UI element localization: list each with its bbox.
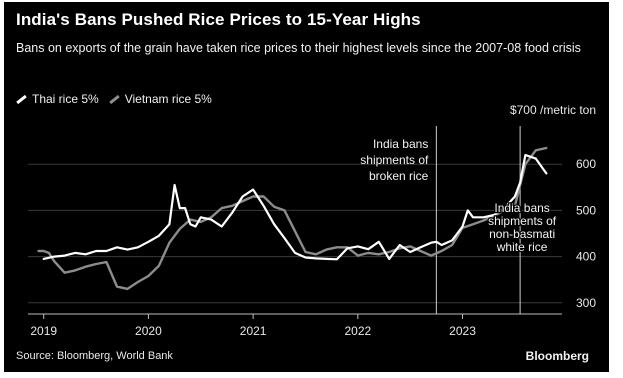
annotation-label-white-rice: India bans (494, 201, 549, 215)
unit-label: $700 /metric ton (510, 103, 596, 117)
chart-subtitle: Bans on exports of the grain have taken … (16, 41, 581, 55)
annotation-label-broken-rice: India bans (373, 137, 428, 151)
series-line-vietnam (37, 146, 548, 291)
x-tick-label: 2019 (30, 324, 57, 338)
series-lines (37, 146, 548, 291)
y-tick-label: 400 (576, 250, 596, 264)
x-axis: 2019 2020 2021 2022 2023 (28, 313, 562, 338)
legend-item-thai: Thai rice 5% (16, 92, 99, 106)
chart-title: India's Bans Pushed Rice Prices to 15-Ye… (16, 10, 421, 29)
legend-label-thai: Thai rice 5% (32, 92, 99, 106)
annotation-label-white-rice: white rice (496, 240, 548, 254)
annotation-label-broken-rice: shipments of (360, 153, 429, 167)
series-line-thai (42, 153, 548, 261)
chart-card: India's Bans Pushed Rice Prices to 15-Ye… (4, 2, 609, 372)
y-axis: 300 400 500 600 (576, 157, 596, 310)
x-tick-label: 2022 (344, 324, 371, 338)
y-tick-label: 600 (576, 157, 596, 171)
source-note: Source: Bloomberg, World Bank (16, 350, 173, 362)
legend-item-vietnam: Vietnam rice 5% (108, 92, 212, 106)
brand-logo: Bloomberg (525, 349, 589, 363)
x-tick-label: 2020 (135, 324, 162, 338)
legend-label-vietnam: Vietnam rice 5% (124, 92, 212, 106)
annotation-label-white-rice: shipments of (488, 214, 557, 228)
annotation-label-white-rice: non-basmati (489, 227, 555, 241)
grid-lines (28, 163, 562, 304)
annotation-label-broken-rice: broken rice (369, 169, 429, 183)
legend: Thai rice 5% Vietnam rice 5% (16, 92, 222, 106)
y-tick-label: 500 (576, 203, 596, 217)
y-tick-label: 300 (576, 296, 596, 310)
x-tick-label: 2021 (240, 324, 267, 338)
annotation-lines (435, 126, 521, 314)
x-tick-label: 2023 (449, 324, 476, 338)
